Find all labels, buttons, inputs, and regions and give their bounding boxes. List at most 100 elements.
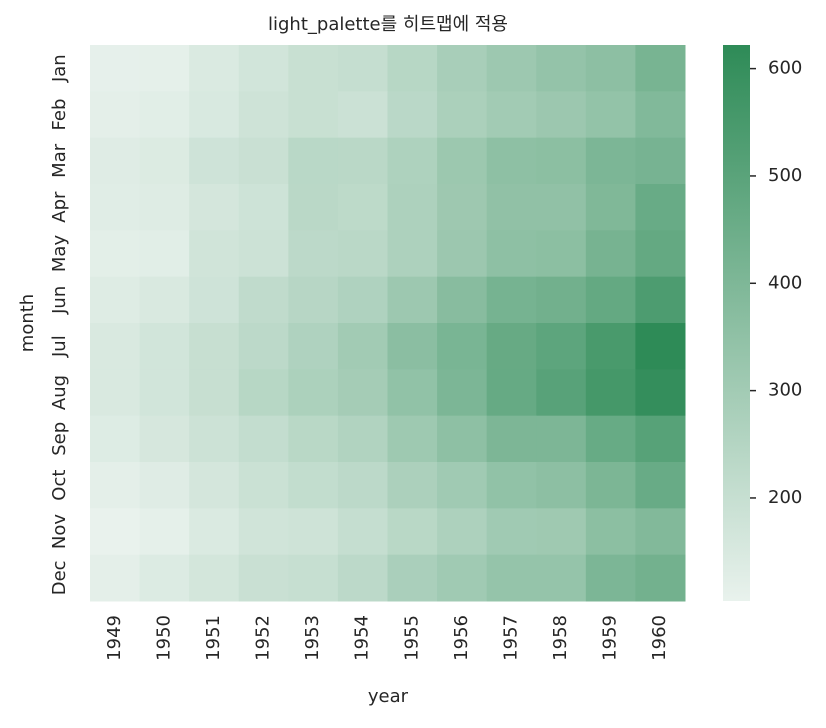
cell (387, 45, 438, 92)
cell (337, 554, 388, 602)
x-axis-label: year (368, 686, 409, 707)
cell (189, 276, 240, 324)
cell (635, 184, 686, 231)
cell (288, 230, 339, 278)
cell (585, 91, 636, 139)
y-axis-label: month (17, 294, 38, 352)
y-tick-label: Nov (49, 514, 70, 549)
cell (90, 91, 141, 139)
cell (536, 184, 587, 231)
cell (387, 184, 438, 231)
cell (139, 137, 190, 185)
cell (387, 508, 438, 556)
cell (238, 323, 289, 370)
cell (238, 508, 289, 556)
cell (288, 508, 339, 556)
cell (585, 462, 636, 509)
chart-title: light_palette를 히트맵에 적용 (268, 14, 508, 35)
cell (486, 323, 537, 370)
cell (437, 137, 488, 185)
cell (288, 45, 339, 92)
cell (585, 415, 636, 463)
colorbar-tick-label: 600 (768, 58, 802, 79)
x-tick-label: 1952 (253, 615, 274, 661)
cell (238, 137, 289, 185)
cell (90, 276, 141, 324)
cell (139, 184, 190, 231)
cell (536, 137, 587, 185)
cell (238, 369, 289, 417)
cell (189, 554, 240, 602)
cell (635, 276, 686, 324)
x-tick-label: 1951 (203, 615, 224, 661)
cell (189, 91, 240, 139)
cell (585, 184, 636, 231)
cell (585, 554, 636, 602)
cell (585, 45, 636, 92)
cell (585, 369, 636, 417)
cell (189, 462, 240, 509)
colorbar (723, 45, 750, 601)
cell (486, 462, 537, 509)
cell (139, 276, 190, 324)
cell (337, 45, 388, 92)
cell (585, 137, 636, 185)
cell (189, 137, 240, 185)
cell (139, 91, 190, 139)
cell (536, 462, 587, 509)
cell (536, 369, 587, 417)
cell (486, 137, 537, 185)
cell (139, 369, 190, 417)
cell (90, 230, 141, 278)
cell (437, 276, 488, 324)
cell (139, 230, 190, 278)
x-tick-label: 1955 (401, 615, 422, 661)
cell (437, 508, 488, 556)
cell (288, 276, 339, 324)
cell (437, 323, 488, 370)
cell (387, 91, 438, 139)
cell (90, 184, 141, 231)
cell (139, 554, 190, 602)
cell (189, 45, 240, 92)
cell (189, 230, 240, 278)
cell (139, 508, 190, 556)
cell (585, 323, 636, 370)
y-tick-label: Jan (49, 54, 70, 83)
cell (486, 415, 537, 463)
cell (635, 369, 686, 417)
cell (288, 184, 339, 231)
cell (486, 45, 537, 92)
cell (486, 184, 537, 231)
cell (635, 554, 686, 602)
cell (90, 554, 141, 602)
cell (238, 184, 289, 231)
cell (486, 230, 537, 278)
cell (536, 45, 587, 92)
cell (139, 415, 190, 463)
cell (189, 508, 240, 556)
cell (387, 137, 438, 185)
cell (536, 508, 587, 556)
cell (337, 415, 388, 463)
cell (635, 91, 686, 139)
cell (139, 45, 190, 92)
cell (437, 415, 488, 463)
cell (238, 276, 289, 324)
x-tick-label: 1954 (352, 615, 373, 661)
cell (635, 508, 686, 556)
cell (486, 369, 537, 417)
y-tick-label: Jul (49, 335, 70, 358)
cell (437, 554, 488, 602)
cell (90, 462, 141, 509)
colorbar-tick-label: 200 (768, 487, 802, 508)
cell (189, 369, 240, 417)
y-tick-label: Feb (49, 99, 70, 131)
cell (288, 91, 339, 139)
cell (387, 276, 438, 324)
cell (288, 462, 339, 509)
y-tick-label: Aug (49, 375, 70, 410)
cell (437, 462, 488, 509)
cell (486, 91, 537, 139)
y-tick-label: Oct (49, 470, 70, 501)
